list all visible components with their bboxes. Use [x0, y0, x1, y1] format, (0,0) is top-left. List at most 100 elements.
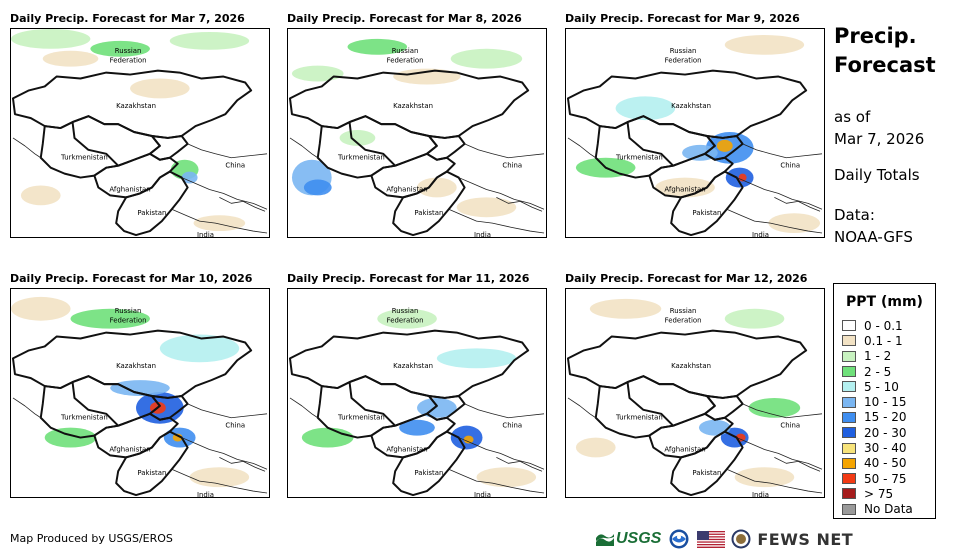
label-turkmenistan: Turkmenistan [60, 414, 108, 422]
precip-map: Russian Federation Kazakhstan Turkmenistan A… [565, 28, 825, 238]
country-border [93, 412, 179, 459]
forecast-panel-6: Daily Precip. Forecast for Mar 12, 2026 R… [565, 270, 825, 502]
precip-map-svg: Russian Federation Kazakhstan Turkmenistan A… [566, 298, 823, 497]
usaid-seal-icon [731, 529, 751, 549]
precip-area [393, 68, 461, 85]
country-border [71, 381, 119, 427]
legend-label: 0 - 0.1 [864, 318, 903, 333]
country-border [148, 134, 189, 161]
country-border [187, 143, 268, 159]
legend-label: 30 - 40 [864, 441, 907, 456]
country-border [774, 197, 821, 212]
label-china: China [780, 422, 800, 430]
precip-area [291, 65, 344, 82]
country-border [626, 381, 674, 427]
country-border [774, 457, 821, 472]
country-border [71, 121, 119, 167]
legend-item: 2 - 5 [834, 364, 935, 379]
country-border [742, 403, 823, 419]
precip-area [11, 296, 71, 321]
label-india: India [197, 491, 214, 497]
label-china: China [780, 162, 800, 170]
legend-label: > 75 [864, 486, 894, 501]
precip-map: Russian Federation Kazakhstan Turkmenistan A… [565, 288, 825, 498]
us-flag-icon [697, 530, 726, 548]
usgs-logo: USGS [596, 530, 661, 548]
forecast-panel-5: Daily Precip. Forecast for Mar 11, 2026 R… [287, 270, 547, 502]
label-china: China [225, 162, 245, 170]
legend-swatch [842, 396, 856, 408]
label-russia-line2: Federation [110, 317, 147, 325]
precip-area [589, 298, 662, 319]
precip-area [698, 419, 731, 436]
label-afghanistan: Afghanistan [664, 185, 705, 193]
legend-item: 5 - 10 [834, 379, 935, 394]
precip-map-svg: Russian Federation Kazakhstan Turkmenistan A… [288, 38, 545, 237]
label-kazakhstan: Kazakhstan [116, 362, 156, 370]
country-border [148, 394, 189, 421]
label-russia-line2: Federation [387, 57, 424, 65]
legend-label: 50 - 75 [864, 471, 907, 486]
legend-label: 10 - 15 [864, 395, 907, 410]
precip-area [734, 467, 795, 488]
label-afghanistan: Afghanistan [386, 185, 427, 193]
precip-area [42, 50, 99, 67]
precip-map-svg: Russian Federation Kazakhstan Turkmenistan A… [11, 29, 268, 237]
precip-area [768, 213, 821, 234]
panel-title: Daily Precip. Forecast for Mar 10, 2026 [10, 272, 253, 285]
label-russia-line2: Federation [665, 57, 702, 65]
label-pakistan: Pakistan [692, 209, 721, 217]
country-border [348, 121, 396, 167]
legend-item: 1 - 2 [834, 349, 935, 364]
precip-area [339, 130, 376, 146]
legend-label: 1 - 2 [864, 349, 892, 364]
country-border [219, 197, 266, 212]
label-kazakhstan: Kazakhstan [671, 362, 711, 370]
country-border [289, 397, 318, 419]
label-afghanistan: Afghanistan [109, 185, 150, 193]
precip-area [724, 308, 785, 329]
legend-swatch [842, 442, 856, 454]
side-info: Precip. Forecast as of Mar 7, 2026 Daily… [834, 22, 964, 248]
legend-swatch [842, 381, 856, 393]
usgs-logo-text: USGS [616, 530, 662, 547]
label-india: India [752, 491, 769, 497]
label-afghanistan: Afghanistan [664, 445, 705, 453]
precip-area [169, 31, 250, 50]
legend-item: 40 - 50 [834, 456, 935, 471]
country-border [458, 437, 545, 470]
precip-area [417, 177, 457, 198]
legend-item: 20 - 30 [834, 425, 935, 440]
as-of-date: Mar 7, 2026 [834, 130, 925, 148]
label-india: India [752, 231, 769, 237]
country-border [567, 137, 596, 159]
panel-title: Daily Precip. Forecast for Mar 9, 2026 [565, 12, 800, 25]
forecast-panel-1: Daily Precip. Forecast for Mar 7, 2026 Ru… [10, 10, 270, 242]
country-border [726, 208, 823, 234]
precip-area [44, 427, 97, 448]
panel-title: Daily Precip. Forecast for Mar 12, 2026 [565, 272, 808, 285]
country-border [370, 152, 456, 199]
label-turkmenistan: Turkmenistan [615, 414, 663, 422]
precip-map: Russian Federation Kazakhstan Turkmenistan A… [287, 28, 547, 238]
precip-area [303, 179, 332, 196]
precip-area [20, 185, 61, 206]
label-russia-line1: Russian [670, 307, 697, 315]
country-border [115, 430, 189, 497]
label-kazakhstan: Kazakhstan [671, 102, 711, 110]
precip-map: Russian Federation Kazakhstan Turkmenistan A… [287, 288, 547, 498]
country-border [425, 134, 466, 161]
country-border [736, 177, 823, 210]
fews-net-logo: FEWS NET [757, 529, 854, 549]
label-turkmenistan: Turkmenistan [337, 414, 385, 422]
country-border [12, 397, 41, 419]
country-border [703, 134, 744, 161]
country-border [448, 208, 545, 234]
country-border [458, 177, 545, 210]
precip-map-svg: Russian Federation Kazakhstan Turkmenistan A… [288, 307, 545, 497]
noaa-logo-icon [669, 529, 689, 549]
label-russia-line1: Russian [392, 307, 419, 315]
precip-area [450, 48, 523, 69]
forecast-panel-3: Daily Precip. Forecast for Mar 9, 2026 Ru… [565, 10, 825, 242]
label-russia-line2: Federation [387, 317, 424, 325]
